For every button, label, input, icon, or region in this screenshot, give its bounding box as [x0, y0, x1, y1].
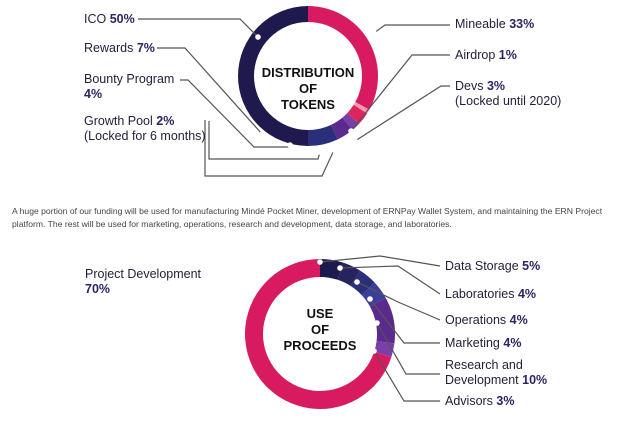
slice-ico — [238, 6, 308, 146]
distribution-center-title: DISTRIBUTION OF TOKENS — [262, 65, 354, 112]
slice-operations — [350, 270, 375, 295]
proceeds-center-title: USE OF PROCEEDS — [284, 306, 357, 353]
label-project-development-pct: 70% — [85, 282, 110, 296]
dot-growth-2 — [331, 147, 337, 153]
leader-growth — [208, 121, 321, 160]
leader-rewards — [157, 47, 263, 135]
leader-research — [376, 322, 440, 375]
dot-storage — [317, 259, 323, 265]
leader-ops — [356, 281, 441, 321]
leader-lines-2 — [319, 255, 441, 402]
label-growth: Growth Pool 2% — [84, 114, 174, 128]
leader-mineable — [373, 24, 450, 34]
leader-storage — [319, 255, 441, 267]
dot-marketing — [367, 296, 373, 302]
label-research-2: Development 10% — [445, 373, 547, 387]
label-devs: Devs 3% — [455, 79, 505, 93]
leader-dots-2 — [317, 259, 380, 354]
center-title-line-1: USE — [307, 306, 334, 321]
use-of-proceeds-donut — [245, 259, 395, 409]
slice-data-storage — [320, 259, 344, 280]
label-mineable: Mineable 33% — [455, 17, 534, 31]
label-airdrop: Airdrop 1% — [455, 48, 517, 62]
leader-ico — [138, 18, 259, 38]
dot-mineable — [371, 30, 377, 36]
slice-rewards — [308, 124, 338, 146]
label-advisors: Advisors 3% — [445, 394, 515, 408]
funding-description: A huge portion of our funding will be us… — [12, 206, 603, 229]
slice-devs — [347, 104, 368, 124]
leader-advisors — [373, 350, 440, 402]
center-title-line-2: OF — [311, 322, 329, 337]
label-growth-note: (Locked for 6 months) — [84, 129, 206, 143]
dot-research — [374, 320, 380, 326]
label-devs-note: (Locked until 2020) — [455, 94, 561, 108]
leader-dots-1 — [255, 30, 377, 155]
label-bounty: Bounty Program — [84, 72, 174, 86]
dot-ops — [354, 279, 360, 285]
label-operations: Operations 4% — [445, 313, 528, 327]
label-laboratories: Laboratories 4% — [445, 287, 536, 301]
dot-airdrop — [348, 128, 354, 134]
slice-airdrop — [353, 102, 370, 114]
label-ico: ICO 50% — [84, 12, 135, 26]
center-title-line-2: OF — [299, 81, 317, 96]
dot-bounty — [287, 142, 293, 148]
label-project-development: Project Development — [85, 267, 202, 281]
dot-advisors — [371, 348, 377, 354]
label-bounty-pct: 4% — [84, 87, 102, 101]
center-title-line-1: DISTRIBUTION — [262, 65, 354, 80]
dot-growth — [317, 149, 323, 155]
slice-marketing — [361, 282, 386, 307]
dot-devs — [352, 138, 358, 144]
leader-devs — [354, 85, 450, 142]
center-title-line-3: TOKENS — [281, 97, 335, 112]
leader-labs — [339, 265, 441, 295]
dot-labs — [337, 265, 343, 271]
label-data-storage: Data Storage 5% — [445, 259, 540, 273]
leader-growth-2 — [204, 120, 335, 177]
slice-mineable — [308, 6, 378, 110]
dot-rewards — [259, 131, 265, 137]
slice-research-and-development — [369, 297, 395, 344]
label-marketing: Marketing 4% — [445, 336, 521, 350]
slice-bounty-program — [330, 117, 353, 140]
label-research: Research and — [445, 358, 523, 372]
dot-ico — [255, 34, 261, 40]
distribution-of-tokens-donut — [238, 6, 378, 146]
center-title-line-3: PROCEEDS — [284, 338, 357, 353]
leader-marketing — [369, 298, 440, 344]
label-rewards: Rewards 7% — [84, 41, 155, 55]
leader-airdrop — [350, 54, 450, 132]
